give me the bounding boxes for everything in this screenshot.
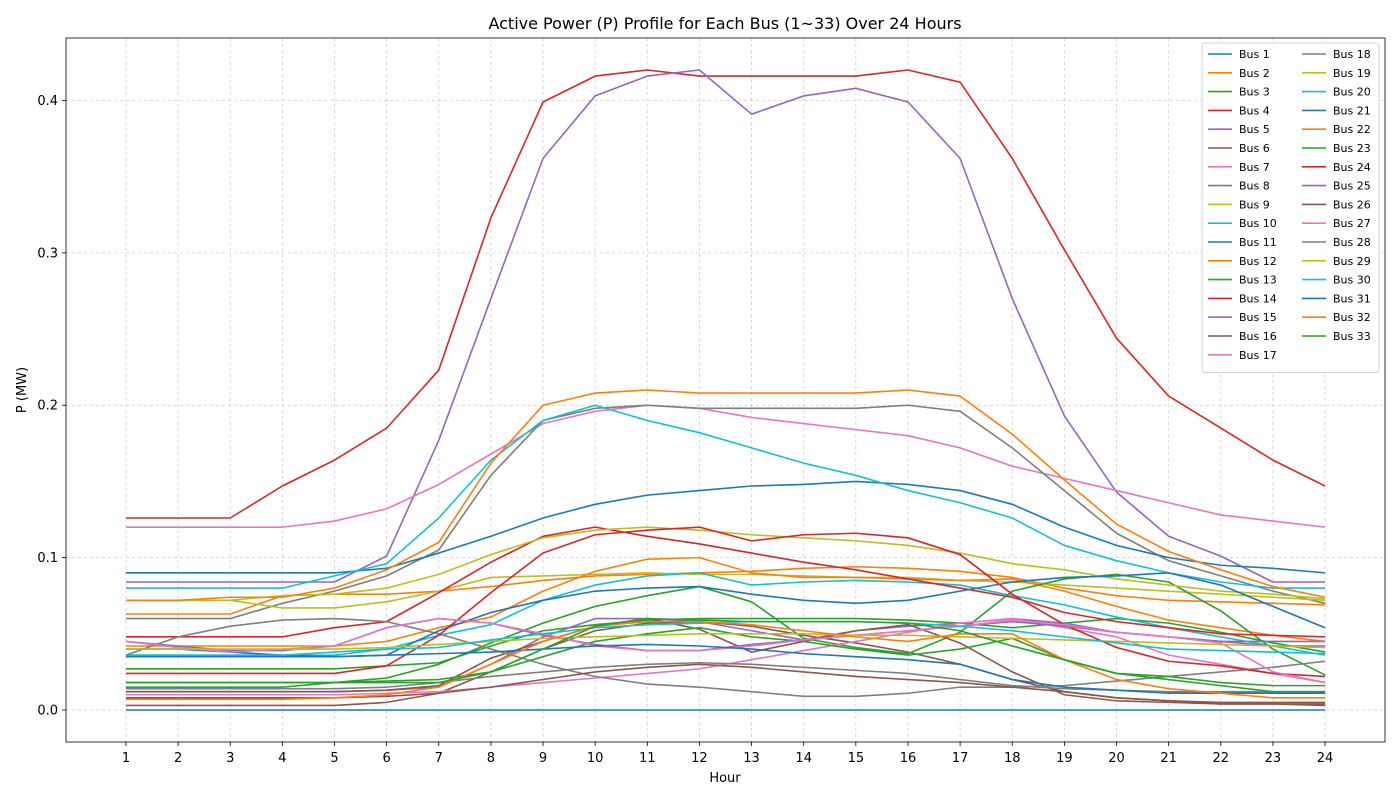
legend-label: Bus 6	[1239, 142, 1270, 155]
legend-label: Bus 5	[1239, 123, 1270, 136]
x-tick-label: 12	[691, 751, 708, 766]
series-line-bus-4	[125, 69, 1326, 519]
legend-label: Bus 1	[1239, 48, 1270, 61]
y-tick-label: 0.1	[37, 551, 58, 566]
legend-label: Bus 9	[1239, 198, 1270, 211]
legend-label: Bus 7	[1239, 161, 1270, 174]
legend-label: Bus 4	[1239, 104, 1270, 117]
x-tick-label: 6	[382, 751, 390, 766]
x-axis-label: Hour	[709, 771, 741, 786]
legend-label: Bus 8	[1239, 180, 1270, 193]
x-tick-label: 13	[743, 751, 760, 766]
legend-label: Bus 19	[1333, 67, 1371, 80]
x-tick-label: 15	[848, 751, 865, 766]
legend-label: Bus 29	[1333, 255, 1371, 268]
legend-label: Bus 14	[1239, 292, 1277, 305]
series-layer	[125, 69, 1326, 711]
legend-label: Bus 25	[1333, 180, 1371, 193]
legend-label: Bus 32	[1333, 311, 1371, 324]
plot-frame	[65, 37, 1386, 743]
series-line-bus-31	[125, 643, 1326, 695]
legend-label: Bus 12	[1239, 255, 1277, 268]
legend-label: Bus 31	[1333, 292, 1371, 305]
series-line-bus-22	[125, 389, 1326, 602]
x-tick-label: 23	[1265, 751, 1282, 766]
legend-label: Bus 22	[1333, 123, 1371, 136]
x-tick-label: 8	[487, 751, 495, 766]
legend-label: Bus 26	[1333, 198, 1371, 211]
x-tick-label: 17	[952, 751, 969, 766]
y-axis-label: P (MW)	[15, 367, 30, 413]
x-tick-label: 11	[639, 751, 656, 766]
x-tick-label: 16	[900, 751, 917, 766]
legend-label: Bus 30	[1333, 274, 1371, 287]
series-line-bus-5	[125, 69, 1326, 583]
legend-label: Bus 24	[1333, 161, 1371, 174]
x-tick-label: 20	[1108, 751, 1125, 766]
legend-label: Bus 17	[1239, 349, 1277, 362]
series-line-bus-29	[125, 633, 1326, 650]
legend-label: Bus 10	[1239, 217, 1277, 230]
series-line-bus-33	[125, 617, 1326, 693]
x-tick-label: 24	[1317, 751, 1334, 766]
y-tick-label: 0.3	[37, 246, 58, 261]
legend-label: Bus 13	[1239, 274, 1277, 287]
series-line-bus-20	[125, 404, 1326, 589]
series-line-bus-8	[125, 404, 1326, 620]
x-tick-label: 21	[1160, 751, 1177, 766]
x-tick-label: 7	[435, 751, 443, 766]
x-tick-label: 3	[226, 751, 234, 766]
series-line-bus-16	[125, 617, 1326, 705]
series-line-bus-14	[125, 526, 1326, 638]
legend-label: Bus 18	[1333, 48, 1371, 61]
x-tick-label: 9	[539, 751, 547, 766]
x-tick-label: 14	[795, 751, 812, 766]
series-line-bus-19	[125, 526, 1326, 602]
x-tick-label: 1	[122, 751, 130, 766]
x-tick-label: 10	[587, 751, 604, 766]
series-line-bus-11	[125, 480, 1326, 574]
x-tick-label: 22	[1213, 751, 1230, 766]
series-line-bus-7	[125, 404, 1326, 528]
legend-label: Bus 23	[1333, 142, 1371, 155]
legend-label: Bus 11	[1239, 236, 1277, 249]
y-tick-label: 0.4	[37, 94, 58, 109]
legend-label: Bus 27	[1333, 217, 1371, 230]
x-tick-label: 19	[1056, 751, 1073, 766]
chart-title: Active Power (P) Profile for Each Bus (1…	[488, 14, 961, 33]
y-tick-label: 0.0	[37, 704, 58, 719]
legend-label: Bus 3	[1239, 86, 1270, 99]
x-tick-label: 4	[278, 751, 286, 766]
tick-layer: 1 2 3 4 5 6 7 8 9 10 11 12 13 14 15 16 17 18 19 20 21 22 23 240…	[37, 94, 1333, 766]
legend-label: Bus 20	[1333, 86, 1371, 99]
series-line-bus-24	[125, 526, 1326, 678]
x-tick-label: 5	[330, 751, 338, 766]
legend-label: Bus 21	[1333, 104, 1371, 117]
legend: Bus 1 Bus 2 Bus 3 Bus 4 Bus 5 Bus 6 Bus 7 Bus 8…	[1201, 42, 1380, 374]
series-line-bus-32	[125, 620, 1326, 701]
y-tick-label: 0.2	[37, 399, 58, 414]
legend-label: Bus 28	[1333, 236, 1371, 249]
legend-label: Bus 33	[1333, 330, 1371, 343]
legend-box	[1201, 42, 1380, 374]
legend-label: Bus 15	[1239, 311, 1277, 324]
series-line-bus-9	[125, 572, 1326, 609]
legend-label: Bus 2	[1239, 67, 1270, 80]
legend-label: Bus 16	[1239, 330, 1277, 343]
series-line-bus-10	[125, 572, 1326, 656]
x-tick-label: 2	[174, 751, 182, 766]
x-tick-label: 18	[1004, 751, 1021, 766]
